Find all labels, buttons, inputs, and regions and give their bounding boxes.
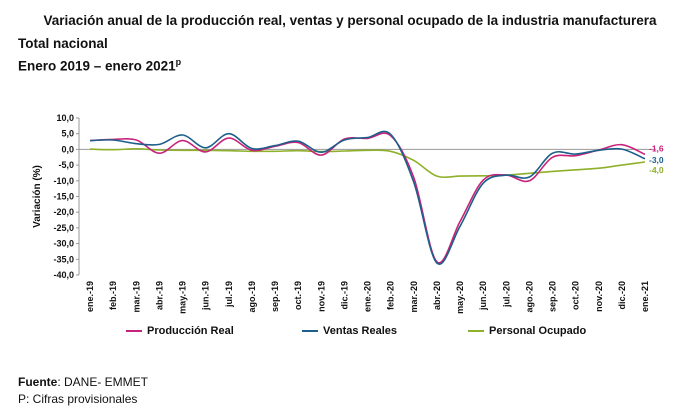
y-tick-label: 10,0	[56, 113, 74, 123]
y-tick-label: -20,0	[53, 207, 74, 217]
period-text: Enero 2019 – enero 2021	[18, 58, 176, 74]
legend-swatch-ventas	[302, 330, 318, 332]
chart-subtitle-period: Enero 2019 – enero 2021p	[18, 57, 181, 74]
chart-subtitle-scope: Total nacional	[18, 36, 108, 51]
legend-label-personal: Personal Ocupado	[489, 325, 587, 337]
end-label-ventas: -3,0	[649, 155, 664, 165]
y-tick-label: -40,0	[53, 270, 74, 280]
x-tick-label: sep.-19	[270, 281, 280, 312]
chart-title: Variación anual de la producción real, v…	[43, 13, 657, 28]
x-tick-label: nov.-19	[316, 281, 326, 312]
chart-legend: Producción Real Ventas Reales Personal O…	[0, 325, 700, 341]
y-tick-label: -30,0	[53, 239, 74, 249]
x-tick-label: ene.-20	[363, 281, 373, 312]
x-tick-label: feb.-19	[108, 281, 118, 310]
end-label-personal: -4,0	[649, 165, 664, 175]
legend-label-ventas: Ventas Reales	[323, 325, 397, 337]
x-tick-label: sep.-20	[548, 281, 558, 312]
x-tick-label: jun.-19	[201, 281, 211, 311]
y-tick-label: -25,0	[53, 223, 74, 233]
legend-item-produccion: Producción Real	[126, 325, 234, 337]
series-line-ventas-reales	[89, 130, 646, 265]
x-tick-label: nov.-20	[594, 281, 604, 312]
y-tick-label: -10,0	[53, 176, 74, 186]
x-tick-label: dic.-20	[617, 281, 627, 310]
x-tick-label: may.-20	[455, 281, 465, 314]
x-tick-label: feb.-20	[386, 281, 396, 310]
y-tick-label: 0,0	[61, 144, 74, 154]
x-tick-label: jul.-19	[224, 281, 234, 308]
end-label-produccion: -1,6	[649, 143, 664, 153]
y-axis-label: Variación (%)	[32, 165, 43, 228]
x-tick-label: abr.-19	[154, 281, 164, 310]
x-tick-label: mar.-20	[409, 281, 419, 313]
legend-label-produccion: Producción Real	[147, 325, 234, 337]
y-tick-label: -5,0	[58, 160, 74, 170]
source-label: Fuente	[18, 375, 58, 389]
legend-swatch-personal	[468, 330, 484, 332]
y-tick-label: -35,0	[53, 254, 74, 264]
provisional-marker: p	[175, 57, 182, 67]
x-tick-label: oct.-19	[293, 281, 303, 310]
y-tick-label: 5,0	[61, 129, 74, 139]
series-line-produccion-real	[89, 132, 646, 264]
provisional-note: P: Cifras provisionales	[18, 392, 138, 406]
x-tick-label: jun.-20	[478, 281, 488, 311]
x-tick-label: may.-19	[178, 281, 188, 314]
legend-item-personal: Personal Ocupado	[468, 325, 586, 337]
y-tick-label: -15,0	[53, 192, 74, 202]
legend-item-ventas: Ventas Reales	[302, 325, 397, 337]
x-tick-label: ago.-20	[524, 281, 534, 313]
x-tick-label: ene.-21	[640, 281, 650, 312]
x-tick-label: abr.-20	[432, 281, 442, 310]
x-tick-label: dic.-19	[339, 281, 349, 310]
x-tick-label: oct.-20	[571, 281, 581, 310]
series-line-personal-ocupado	[89, 147, 646, 179]
x-tick-label: ene.-19	[85, 281, 95, 312]
source-text: : DANE- EMMET	[57, 375, 149, 389]
source-note: Fuente: DANE- EMMET	[18, 375, 148, 389]
legend-swatch-produccion	[126, 330, 142, 332]
x-tick-label: mar.-19	[131, 281, 141, 313]
x-tick-label: jul.-20	[501, 281, 511, 308]
x-tick-label: ago.-19	[247, 281, 257, 313]
